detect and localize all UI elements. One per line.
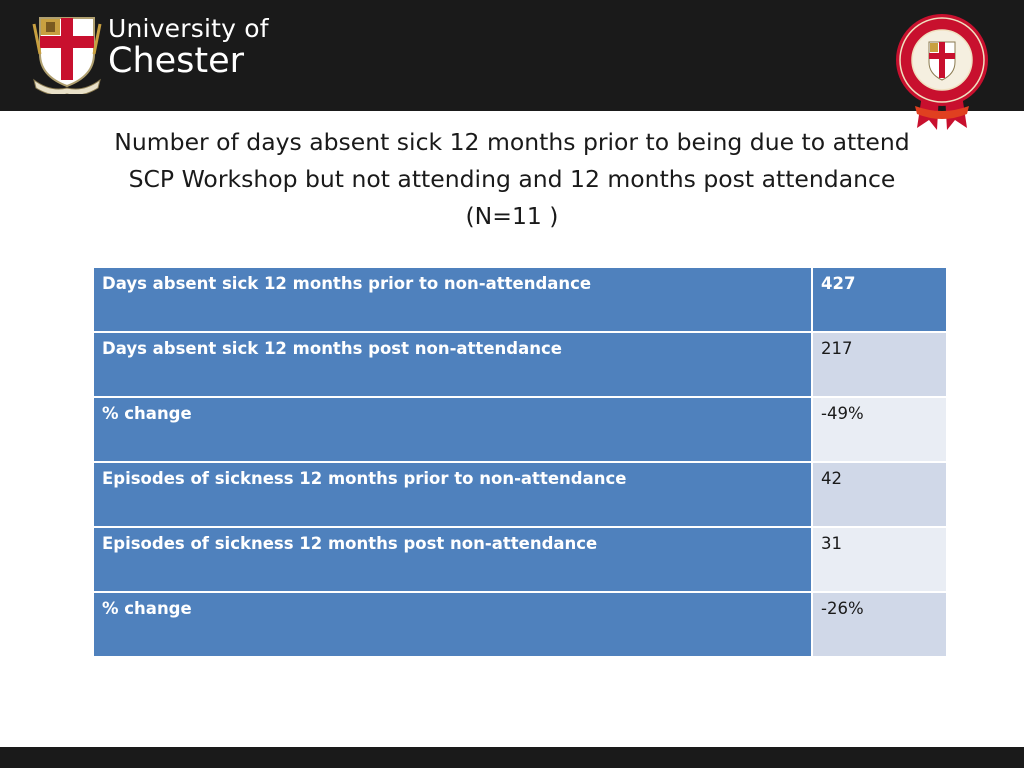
crest-icon [32, 17, 102, 94]
row-label: % change [92, 591, 813, 658]
row-label: Episodes of sickness 12 months post non-… [92, 526, 813, 593]
row-value: -26% [811, 591, 948, 658]
row-label: Episodes of sickness 12 months prior to … [92, 461, 813, 528]
row-value: 427 [811, 266, 948, 333]
logo-text-line2: Chester [108, 41, 245, 81]
header-bar: University of Chester [0, 0, 1024, 130]
row-label: Days absent sick 12 months prior to non-… [92, 266, 813, 333]
slide-title: Number of days absent sick 12 months pri… [60, 124, 964, 235]
row-value: 217 [811, 331, 948, 398]
table-row: Episodes of sickness 12 months post non-… [92, 526, 948, 593]
row-value: -49% [811, 396, 948, 463]
table-row: % change -49% [92, 396, 948, 463]
title-line-3: (N=11 ) [465, 202, 559, 230]
footer-bar [0, 747, 1024, 768]
sickness-absence-table: Days absent sick 12 months prior to non-… [92, 266, 948, 658]
table-row: Days absent sick 12 months prior to non-… [92, 266, 948, 333]
table-row: Episodes of sickness 12 months prior to … [92, 461, 948, 528]
logo-text-line1: University of [108, 14, 269, 43]
university-logo[interactable]: University of Chester [32, 14, 272, 94]
table-row: % change -26% [92, 591, 948, 658]
row-value: 31 [811, 526, 948, 593]
title-line-1: Number of days absent sick 12 months pri… [114, 128, 910, 156]
table-row: Days absent sick 12 months post non-atte… [92, 331, 948, 398]
anniversary-seal-icon [896, 14, 988, 130]
row-label: Days absent sick 12 months post non-atte… [92, 331, 813, 398]
wordmark: University of Chester [108, 16, 269, 79]
title-line-2: SCP Workshop but not attending and 12 mo… [128, 165, 896, 193]
row-value: 42 [811, 461, 948, 528]
row-label: % change [92, 396, 813, 463]
